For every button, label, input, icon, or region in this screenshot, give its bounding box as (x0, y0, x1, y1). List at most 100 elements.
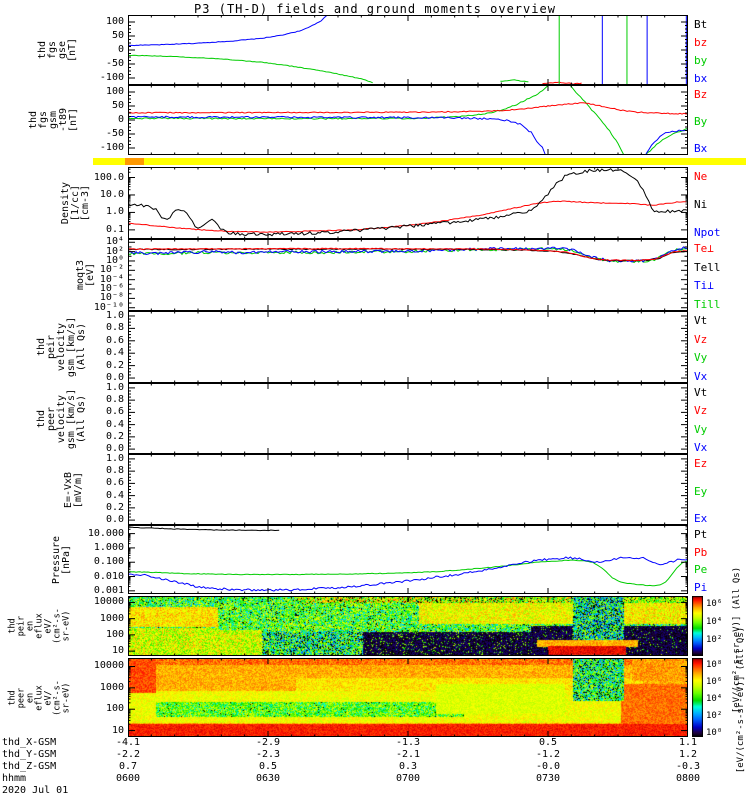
panel-fgs-gse (128, 15, 688, 85)
panel-peir-velocity (128, 311, 688, 383)
legend-Npot: Npot (694, 226, 721, 239)
footer-value: -1.3 (395, 737, 421, 748)
y-tick-label: 100 (105, 16, 124, 27)
y-tick-label: -100 (99, 72, 124, 83)
footer-label: hhmm (2, 773, 27, 784)
y-tick-label: 100 (105, 86, 124, 97)
electron-colorbar-tick: 10² (706, 711, 723, 722)
electron-colorbar-tick: 10⁴ (706, 694, 723, 705)
y-tick-label: 10⁰ (105, 254, 124, 266)
y-tick-label: 0.2 (105, 359, 124, 371)
roi-bar-accent (125, 158, 144, 165)
y-tick-label: 0.6 (105, 334, 124, 346)
legend-Ey: Ey (694, 484, 708, 498)
y-tick-label: 10.000 (87, 527, 124, 539)
series-bz (542, 81, 582, 85)
ylabel-peer-en-eflux: thd peer en eflux eV/ (cm²-s- sr-eV) (7, 679, 72, 716)
date-label: 2020 Jul 01 (2, 785, 69, 796)
ylabel-fgs-gsm-t89: thd fgs gsm -t89 [nT] (28, 107, 79, 133)
y-tick-label: 50 (111, 100, 124, 111)
y-tick-label: 10 (111, 645, 124, 657)
legend-Pe: Pe (694, 563, 708, 577)
panel-fgs-gsm-t89 (128, 85, 688, 155)
legend-Ne: Ne (694, 170, 708, 183)
footer-value: -0.0 (535, 761, 561, 772)
legend-Ez: Ez (694, 457, 708, 470)
footer-value: 1.2 (678, 749, 698, 760)
series-Te⊥ (128, 247, 688, 262)
y-tick-label: 10⁻⁸ (99, 292, 124, 304)
y-tick-label: 0.8 (105, 322, 124, 334)
y-tick-label: 0.100 (93, 556, 124, 568)
footer-value: 0.3 (398, 761, 418, 772)
y-tick-label: 1.0 (105, 309, 124, 321)
footer-value: -2.2 (115, 749, 141, 760)
y-tick-label: -100 (99, 142, 124, 153)
footer-value: 0.5 (538, 737, 558, 748)
y-tick-label: 0 (117, 114, 124, 125)
footer-label: thd_Z-GSM (2, 761, 57, 772)
y-tick-label: -50 (105, 58, 124, 69)
series-bx (128, 15, 328, 47)
y-tick-label: 10⁻⁴ (99, 273, 124, 285)
series-Ne (128, 200, 688, 233)
footer-value: 0730 (535, 773, 561, 784)
series-Pi (128, 556, 688, 592)
ion-colorbar-tick: 10⁶ (706, 599, 723, 610)
y-tick-label: 1000 (99, 681, 124, 693)
y-tick-label: 1.000 (93, 541, 124, 553)
series-By (645, 127, 688, 155)
y-tick-label: 1000 (99, 612, 124, 624)
ion-colorbar-tick: 10² (706, 635, 723, 646)
series-Bz (128, 102, 688, 115)
legend-Vx: Vx (694, 370, 708, 383)
footer-value: -4.1 (115, 737, 141, 748)
ylabel-peir-velocity: thd peir velocity gsm [km/s] (All Qs) (36, 316, 87, 378)
y-tick-label: 10000 (93, 596, 124, 608)
legend-By: By (694, 115, 708, 128)
y-tick-label: 0.4 (105, 418, 124, 430)
series-Ti⊥ (128, 246, 688, 263)
series-Ni (128, 168, 688, 237)
series-Bx (645, 129, 688, 155)
ylabel-density: Density [1/cc] [cm-3] (60, 181, 91, 225)
series-by (128, 54, 373, 84)
panel-peer-velocity (128, 383, 688, 454)
legend-Ex: Ex (694, 512, 708, 525)
ylabel-fgs-gse: thd fgs gse [nT] (37, 37, 78, 63)
series-by (500, 79, 529, 83)
y-tick-label: 1.0 (105, 381, 124, 393)
y-tick-label: 0.4 (105, 347, 124, 359)
ion-colorbar (692, 596, 703, 656)
roi-bar (93, 158, 746, 165)
legend-Ti⊥: Ti⊥ (694, 279, 714, 293)
footer-value: -2.3 (255, 749, 281, 760)
ylabel-peer-velocity: thd peer velocity gsm [km/s] (All Qs) (36, 388, 87, 449)
panel-pressure (128, 525, 688, 594)
spectrogram-peir-en-eflux (128, 596, 688, 656)
legend-Pt: Pt (694, 528, 708, 541)
y-tick-label: 0.0 (105, 514, 124, 526)
ylabel-moqt3: moqt3 [eV] (75, 259, 96, 291)
legend-Vt: Vt (694, 386, 708, 399)
footer-value: 0.7 (118, 761, 138, 772)
footer-value: 0800 (675, 773, 701, 784)
footer-value: -2.9 (255, 737, 281, 748)
y-tick-label: 0.0 (105, 372, 124, 384)
y-tick-label: 10000 (93, 660, 124, 672)
legend-Ni: Ni (694, 198, 708, 211)
legend-Vt: Vt (694, 314, 708, 327)
y-tick-label: 10² (105, 245, 124, 257)
y-tick-label: 0.8 (105, 394, 124, 406)
y-tick-label: 0.6 (105, 477, 124, 489)
series-By (128, 85, 549, 120)
legend-Pb: Pb (694, 545, 708, 559)
ylabel-e-vxb: E=-VxB [mV/m] (63, 471, 84, 508)
series-Pe (128, 559, 688, 587)
ylabel-peir-en-eflux: thd peir en eflux eV/ (cm²-s- sr-eV) (7, 608, 72, 644)
legend-Tell: Tell (694, 260, 721, 274)
electron-colorbar (692, 658, 703, 737)
y-tick-label: 0 (117, 44, 124, 55)
legend-Vx: Vx (694, 441, 708, 454)
